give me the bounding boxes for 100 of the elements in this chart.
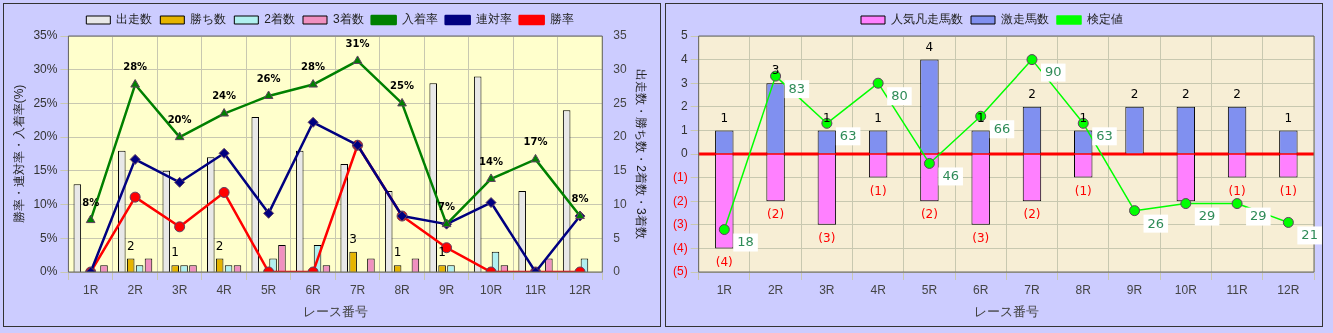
data-label: 63 <box>839 128 857 144</box>
data-label: (2) <box>767 207 785 222</box>
data-label: 28% <box>301 61 326 73</box>
data-label: 2 <box>126 238 135 253</box>
data-label: 1 <box>976 110 985 125</box>
x-tick-label: 2R <box>767 282 784 297</box>
x-tick-label: 1R <box>82 282 99 297</box>
data-label: 2 <box>1028 86 1036 101</box>
x-tick-label: 12R <box>569 282 592 297</box>
x-tick-label: 10R <box>1174 282 1198 297</box>
x-axis-title: レース番号 <box>302 303 368 319</box>
y-tick-label: 10% <box>33 196 58 211</box>
x-tick-label: 10R <box>480 282 503 297</box>
x-tick-label: 7R <box>349 282 366 297</box>
y-tick-label: (4) <box>672 240 688 255</box>
y-tick-label: 15% <box>33 163 58 178</box>
x-tick-label: 12R <box>1277 282 1300 297</box>
x-tick-label: 4R <box>216 282 233 297</box>
y2-tick-label: 15 <box>613 163 627 178</box>
x-tick-label: 3R <box>171 282 188 297</box>
data-label: 46 <box>942 168 959 184</box>
y2-axis-title: 出走数・勝ち数・2着数・3着数 <box>634 69 649 239</box>
legend-label: 勝率 <box>549 12 574 27</box>
x-tick-label: 5R <box>260 282 277 297</box>
y-tick-label: 30% <box>33 62 58 77</box>
data-label: 8% <box>571 192 589 204</box>
legend-label: 人気凡走馬数 <box>891 12 963 27</box>
x-tick-label: 7R <box>1024 282 1040 297</box>
y-axis-title: 勝率・連対率・入着率(%) <box>11 84 26 224</box>
data-label: 4 <box>925 39 934 54</box>
data-label: (2) <box>920 207 938 222</box>
x-tick-label: 5R <box>921 282 938 297</box>
data-label: 66 <box>993 121 1011 137</box>
y2-tick-label: 0 <box>613 264 621 279</box>
data-label: 90 <box>1044 64 1062 80</box>
data-label: 1 <box>393 245 402 260</box>
y-tick-label: 25% <box>33 95 58 110</box>
data-label: 26 <box>1147 215 1165 231</box>
legend-label: 勝ち数 <box>190 12 227 27</box>
data-label: 14% <box>479 155 504 167</box>
data-label: 21 <box>1301 227 1318 243</box>
y-tick-label: 2 <box>680 99 688 114</box>
x-tick-label: 2R <box>127 282 144 297</box>
data-label: (3) <box>972 230 990 245</box>
y-tick-label: 0% <box>40 264 58 279</box>
y-tick-label: 5 <box>680 28 688 43</box>
x-tick-label: 8R <box>394 282 411 297</box>
data-label: 31% <box>345 37 370 49</box>
legend-label: 激走馬数 <box>1001 12 1049 27</box>
data-label: 25% <box>390 80 415 92</box>
y2-tick-label: 35 <box>613 28 627 43</box>
y-tick-label: 5% <box>40 230 58 245</box>
legend-label: 連対率 <box>475 12 512 27</box>
y2-tick-label: 5 <box>613 230 621 245</box>
data-label: (1) <box>1074 183 1092 198</box>
y-tick-label: 4 <box>680 51 688 66</box>
y-tick-label: 20% <box>33 129 58 144</box>
legend-label: 入着率 <box>401 12 438 27</box>
data-label: 24% <box>212 90 237 102</box>
x-tick-label: 11R <box>1226 282 1248 297</box>
data-label: (1) <box>1228 183 1246 198</box>
x-tick-label: 6R <box>305 282 322 297</box>
y2-tick-label: 20 <box>613 129 627 144</box>
y-tick-label: (1) <box>672 169 688 184</box>
data-label: 83 <box>788 81 806 96</box>
data-label: 29 <box>1250 208 1267 224</box>
data-label: 2 <box>1181 86 1190 101</box>
data-label: (2) <box>1023 207 1041 222</box>
data-label: 1 <box>874 110 882 125</box>
x-tick-label: 8R <box>1075 282 1092 297</box>
data-label: 1 <box>720 110 729 125</box>
data-label: 2 <box>215 238 224 253</box>
x-tick-label: 4R <box>870 282 887 297</box>
y-tick-label: (2) <box>672 193 688 208</box>
y2-tick-label: 30 <box>613 62 627 77</box>
legend-label: 3着数 <box>333 12 364 27</box>
data-label: 1 <box>438 245 446 260</box>
y2-tick-label: 25 <box>613 95 627 110</box>
x-tick-label: 9R <box>438 282 455 297</box>
data-label: 3 <box>349 231 357 246</box>
x-axis-title: レース番号 <box>973 303 1039 319</box>
data-label: 20% <box>167 113 192 125</box>
y-tick-label: (3) <box>672 217 688 232</box>
legend-label: 2着数 <box>264 12 296 27</box>
data-label: 28% <box>123 61 148 73</box>
x-tick-label: 1R <box>716 282 733 297</box>
y-tick-label: 0 <box>680 146 688 161</box>
data-label: 29 <box>1198 208 1216 224</box>
legend-label: 検定値 <box>1087 12 1123 27</box>
data-label: 1 <box>171 245 179 260</box>
x-tick-label: 3R <box>819 282 835 297</box>
data-label: 2 <box>1130 86 1139 101</box>
data-label: 80 <box>891 88 908 104</box>
data-label: 17% <box>523 135 548 147</box>
data-label: (3) <box>818 230 836 245</box>
data-label: (1) <box>869 183 887 198</box>
data-label: 1 <box>1284 110 1293 125</box>
y-tick-label: 35% <box>33 28 58 43</box>
data-label: 1 <box>1079 110 1088 125</box>
x-tick-label: 6R <box>973 282 989 297</box>
